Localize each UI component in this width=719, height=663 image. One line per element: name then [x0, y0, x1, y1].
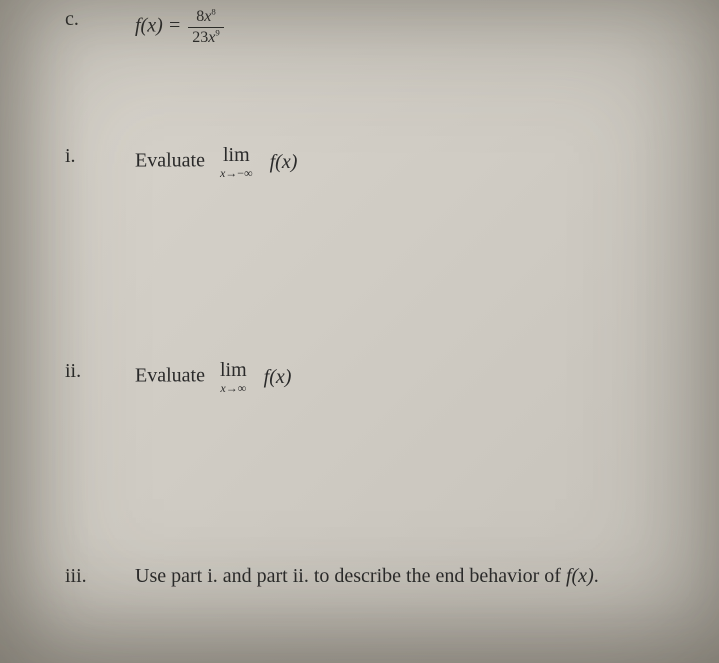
fx-ii: f(x) [264, 366, 292, 389]
fraction: 8x8 23x9 [188, 8, 224, 46]
label-ii: ii. [65, 360, 135, 383]
problem-row-c: c. f(x) = 8x8 23x9 [65, 8, 226, 46]
function-lhs: f(x) = [135, 15, 181, 37]
lim-sub-arrow-i: → [225, 166, 237, 180]
problem-row-i: i. Evaluate lim x→−∞ f(x) [65, 145, 297, 179]
content-ii: Evaluate lim x→∞ f(x) [135, 360, 291, 394]
label-c: c. [65, 8, 135, 31]
problem-row-iii: iii. Use part i. and part ii. to describ… [65, 565, 599, 588]
lim-sub-arrow-ii: → [226, 381, 238, 395]
worksheet-page: c. f(x) = 8x8 23x9 i. Evaluate lim x→−∞ [0, 0, 719, 663]
photo-vignette [0, 0, 719, 663]
label-iii: iii. [65, 565, 135, 588]
fx-i: f(x) [270, 151, 298, 174]
limit-notation-i: lim x→−∞ [220, 145, 253, 179]
limit-notation-ii: lim x→∞ [220, 360, 247, 394]
lim-sub-target-ii: ∞ [238, 381, 247, 395]
evaluate-word-i: Evaluate [135, 150, 205, 172]
problem-row-ii: ii. Evaluate lim x→∞ f(x) [65, 360, 291, 394]
lim-text-i: lim [220, 145, 253, 165]
iii-text-after: . [594, 565, 599, 587]
label-i: i. [65, 145, 135, 168]
lim-sub-target-i: −∞ [237, 166, 252, 180]
fraction-numerator: 8x8 [188, 8, 224, 28]
num-exp: 8 [211, 7, 215, 17]
iii-text-before: Use part i. and part ii. to describe the… [135, 565, 566, 587]
content-iii: Use part i. and part ii. to describe the… [135, 565, 599, 588]
evaluate-word-ii: Evaluate [135, 365, 205, 387]
lim-sub-i: x→−∞ [220, 167, 253, 179]
content-i: Evaluate lim x→−∞ f(x) [135, 145, 297, 179]
lim-text-ii: lim [220, 360, 247, 380]
den-coeff: 23 [192, 29, 208, 46]
den-exp: 9 [215, 27, 219, 37]
fraction-denominator: 23x9 [188, 28, 224, 47]
fx-iii: f(x) [566, 565, 594, 587]
lim-sub-ii: x→∞ [220, 382, 247, 394]
function-definition: f(x) = 8x8 23x9 [135, 8, 226, 46]
